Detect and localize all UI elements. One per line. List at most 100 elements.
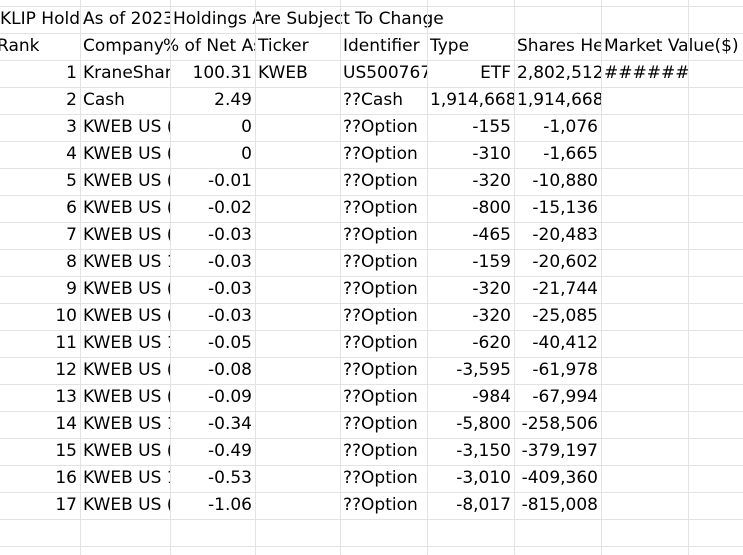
cell-identifier[interactable]: ??Option [343,279,418,299]
cell-ticker[interactable] [255,168,340,195]
cell-identifier[interactable]: US500767 [343,63,427,83]
header-type[interactable]: Type [430,36,470,56]
header-shares-held[interactable]: Shares Held [517,36,601,56]
cell-ticker[interactable] [255,249,340,276]
cell-ticker[interactable] [255,465,340,492]
cell-shares-held[interactable]: -61,978 [532,360,598,380]
cell-type[interactable]: -984 [472,387,511,407]
cell-rank[interactable]: 2 [66,90,77,110]
header-company[interactable]: Company Name [83,36,170,56]
cell-identifier[interactable]: ??Option [343,333,418,353]
cell-type[interactable]: -8,017 [456,495,511,515]
cell-ticker[interactable] [255,438,340,465]
cell-company[interactable]: KWEB US ( [83,117,170,137]
cell-rank[interactable]: 10 [55,306,77,326]
cell-company[interactable]: KraneShares [83,63,170,83]
header-market-value[interactable]: Market Value($) [604,36,739,56]
cell-rank[interactable]: 14 [55,414,77,434]
cell-company[interactable]: KWEB US ( [83,279,170,299]
cell-rank[interactable]: 9 [66,279,77,299]
cell-identifier[interactable]: ??Option [343,198,418,218]
cell-shares-held[interactable]: 1,914,668 [517,90,601,110]
cell-shares-held[interactable]: 2,802,512 [517,63,601,83]
cell-type[interactable]: -5,800 [456,414,511,434]
cell-company[interactable]: KWEB US ( [83,495,170,515]
cell-company[interactable]: KWEB US ( [83,144,170,164]
cell-disclaimer[interactable]: Holdings Are Subject To Change [173,9,444,29]
cell-market-value[interactable] [601,438,688,465]
cell-company[interactable]: KWEB US ( [83,171,170,191]
cell-rank[interactable]: 6 [66,198,77,218]
cell-shares-held[interactable]: -379,197 [521,441,598,461]
cell-rank[interactable]: 12 [55,360,77,380]
cell-pct-net-assets[interactable]: -0.09 [208,387,252,407]
cell-pct-net-assets[interactable]: 0 [241,117,252,137]
cell-pct-net-assets[interactable]: -0.01 [208,171,252,191]
cell-shares-held[interactable]: -1,076 [543,117,598,137]
cell-market-value[interactable] [601,114,688,141]
cell-pct-net-assets[interactable]: 100.31 [192,63,252,83]
cell-as-of-date[interactable]: As of 2023 [83,9,170,29]
cell-pct-net-assets[interactable]: -1.06 [208,495,252,515]
cell-identifier[interactable]: ??Option [343,441,418,461]
cell-type[interactable]: -320 [472,171,511,191]
cell-shares-held[interactable]: -40,412 [532,333,598,353]
cell-pct-net-assets[interactable]: 0 [241,144,252,164]
cell-market-value[interactable] [601,249,688,276]
cell-rank[interactable]: 5 [66,171,77,191]
header-pct-net-assets[interactable]: % of Net Assets [163,36,255,56]
cell-market-value[interactable] [601,411,688,438]
cell-pct-net-assets[interactable]: -0.03 [208,225,252,245]
cell-rank[interactable]: 13 [55,387,77,407]
cell-market-value[interactable] [601,384,688,411]
cell-type[interactable]: -465 [472,225,511,245]
cell-identifier[interactable]: ??Option [343,171,418,191]
cell-type[interactable]: 1,914,668 [430,90,514,110]
cell-identifier[interactable]: ??Option [343,387,418,407]
cell-company[interactable]: KWEB US ( [83,225,170,245]
header-identifier[interactable]: Identifier [343,36,420,56]
cell-market-value[interactable] [601,303,688,330]
cell-identifier[interactable]: ??Option [343,306,418,326]
cell-ticker[interactable] [255,276,340,303]
cell-market-value[interactable] [601,330,688,357]
cell-market-value[interactable] [601,492,688,519]
cell-ticker[interactable] [255,87,340,114]
cell-type[interactable]: -320 [472,279,511,299]
cell-identifier[interactable]: ??Option [343,360,418,380]
cell-pct-net-assets[interactable]: -0.05 [208,333,252,353]
cell-company[interactable]: KWEB US ( [83,198,170,218]
cell-rank[interactable]: 7 [66,225,77,245]
cell-company[interactable]: KWEB US ( [83,441,170,461]
cell-shares-held[interactable]: -815,008 [521,495,598,515]
cell-pct-net-assets[interactable]: -0.08 [208,360,252,380]
cell-pct-net-assets[interactable]: -0.53 [208,468,252,488]
cell-rank[interactable]: 4 [66,144,77,164]
cell-rank[interactable]: 3 [66,117,77,137]
cell-company[interactable]: KWEB US 1 [83,252,170,272]
cell-type[interactable]: -800 [472,198,511,218]
cell-rank[interactable]: 8 [66,252,77,272]
cell-ticker[interactable] [255,303,340,330]
cell-market-value[interactable] [601,87,688,114]
cell-pct-net-assets[interactable]: -0.02 [208,198,252,218]
cell-identifier[interactable]: ??Option [343,225,418,245]
cell-shares-held[interactable]: -10,880 [532,171,598,191]
cell-type[interactable]: -620 [472,333,511,353]
cell-shares-held[interactable]: -25,085 [532,306,598,326]
cell-pct-net-assets[interactable]: -0.03 [208,252,252,272]
cell-market-value[interactable] [601,195,688,222]
cell-rank[interactable]: 11 [55,333,77,353]
cell-company[interactable]: KWEB US ( [83,387,170,407]
cell-ticker[interactable] [255,195,340,222]
cell-market-value[interactable]: ####### [604,63,688,83]
cell-market-value[interactable] [601,222,688,249]
cell-type[interactable]: -3,595 [456,360,511,380]
cell-type[interactable]: ETF [480,63,511,83]
cell-pct-net-assets[interactable]: -0.34 [208,414,252,434]
cell-market-value[interactable] [601,141,688,168]
cell-identifier[interactable]: ??Option [343,468,418,488]
cell-identifier[interactable]: ??Option [343,495,418,515]
cell-title[interactable]: KLIP Holdings [0,9,81,29]
cell-identifier[interactable]: ??Option [343,144,418,164]
